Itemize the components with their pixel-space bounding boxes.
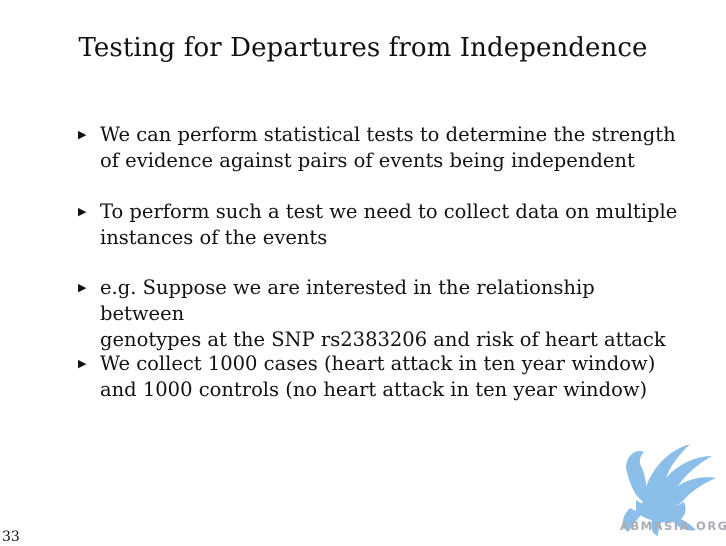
bullet-item: ▶ To perform such a test we need to coll… (78, 199, 678, 251)
page-number: 33 (2, 529, 20, 545)
bullet-text: We collect 1000 cases (heart attack in t… (100, 352, 656, 401)
griffin-logo-icon (622, 444, 716, 536)
bullet-text: To perform such a test we need to collec… (100, 200, 678, 249)
watermark-text: ABMASIA.ORG (620, 519, 726, 533)
triangle-bullet-icon: ▶ (78, 357, 87, 370)
bullet-item: ▶ e.g. Suppose we are interested in the … (78, 275, 678, 353)
slide-title: Testing for Departures from Independence (78, 33, 648, 63)
bullet-item: ▶ We can perform statistical tests to de… (78, 122, 678, 174)
bullet-item: ▶ We collect 1000 cases (heart attack in… (78, 351, 678, 403)
bullet-text: We can perform statistical tests to dete… (100, 123, 676, 172)
triangle-bullet-icon: ▶ (78, 205, 87, 218)
bullet-text: e.g. Suppose we are interested in the re… (100, 276, 666, 351)
triangle-bullet-icon: ▶ (78, 281, 87, 294)
triangle-bullet-icon: ▶ (78, 128, 87, 141)
